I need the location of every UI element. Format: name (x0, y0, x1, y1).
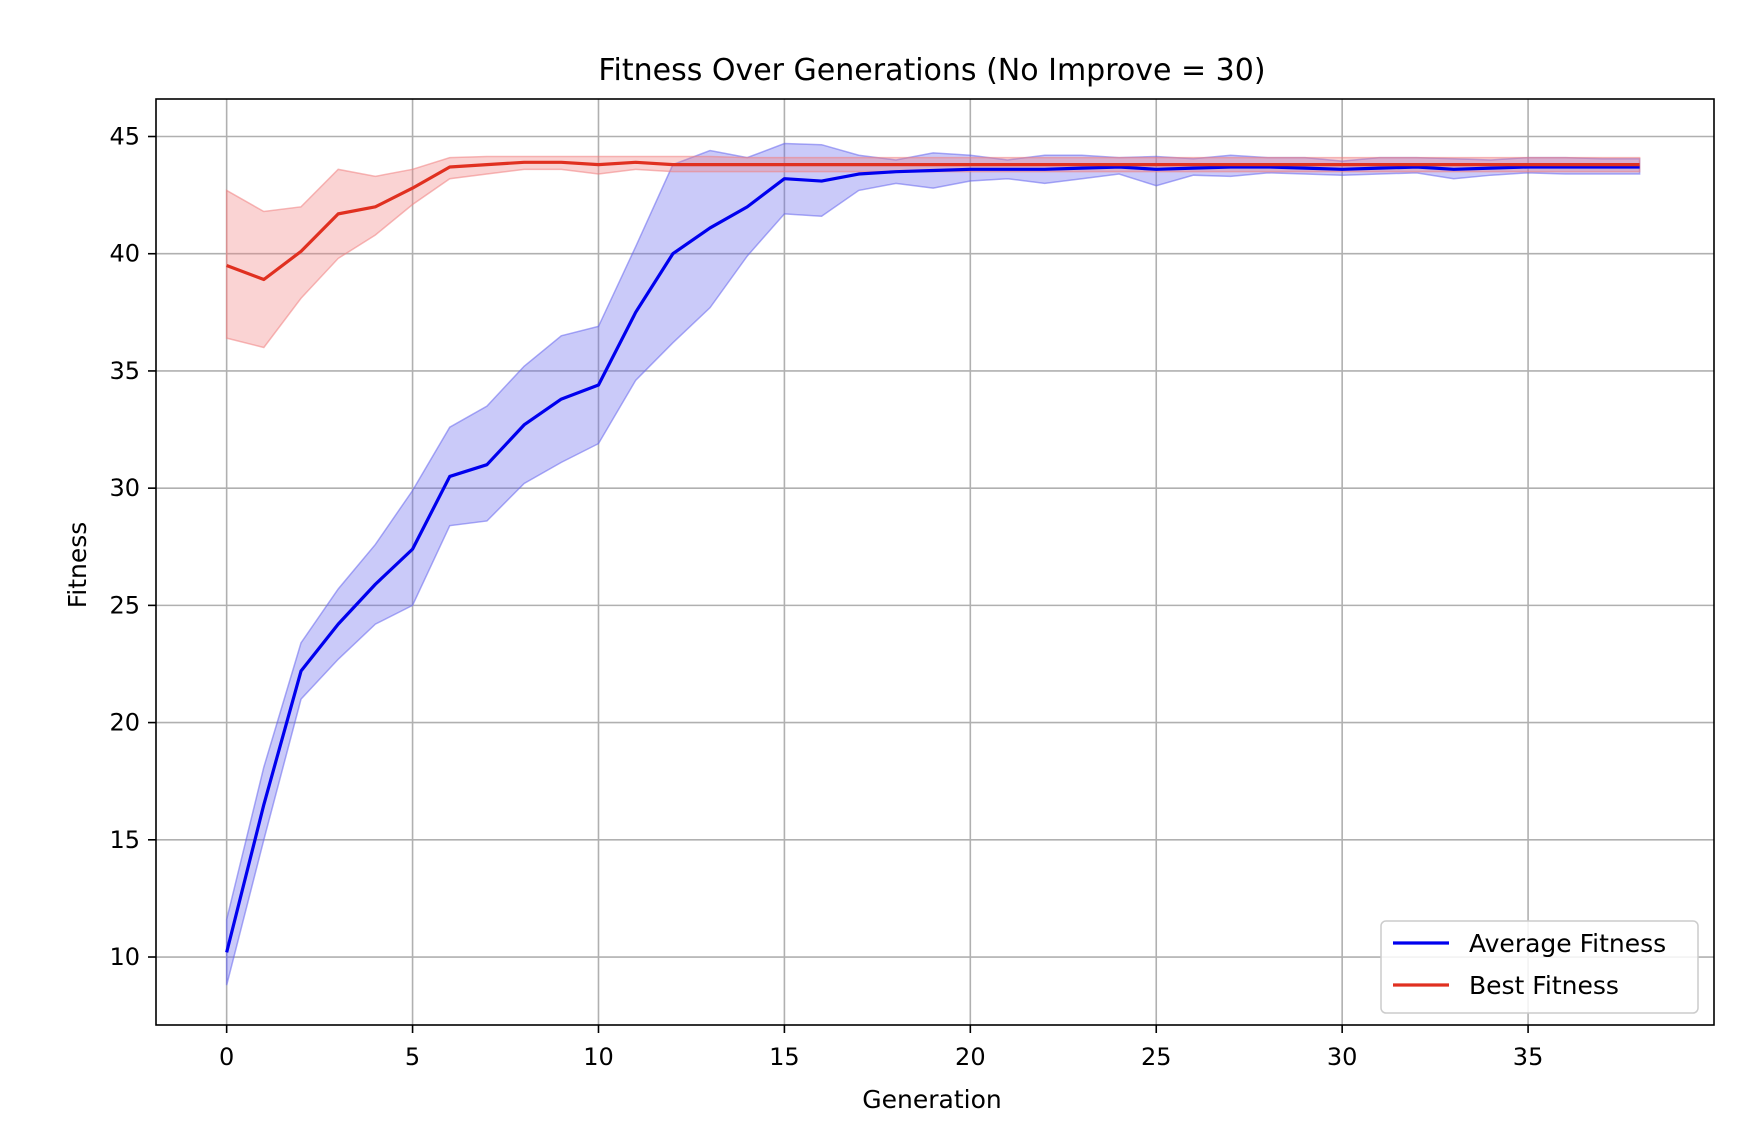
grid-lines (156, 99, 1714, 1025)
x-tick-label: 35 (1513, 1043, 1544, 1071)
confidence-bands (225, 142, 1641, 986)
plot-area-frame (155, 98, 1715, 1026)
average-fitness-band (225, 142, 1641, 986)
y-tick-label: 15 (109, 826, 140, 854)
x-tick-label: 25 (1141, 1043, 1172, 1071)
x-tick-label: 10 (583, 1043, 614, 1071)
x-tick-label: 0 (219, 1043, 234, 1071)
series-lines (225, 160, 1640, 953)
best-fitness-line (226, 160, 1640, 282)
average-fitness-line (225, 165, 1640, 953)
y-tick-label: 10 (109, 943, 140, 971)
x-tick-label: 15 (769, 1043, 800, 1071)
y-tick-label: 35 (109, 357, 140, 385)
y-tick-label: 45 (109, 123, 140, 151)
chart-title: Fitness Over Generations (No Improve = 3… (598, 53, 1265, 88)
legend-label-best-fitness: Best Fitness (1469, 971, 1619, 1000)
y-tick-label: 25 (109, 591, 140, 619)
y-tick-label: 20 (109, 709, 140, 737)
legend: Average Fitness Best Fitness (1380, 920, 1699, 1014)
x-tick-label: 5 (405, 1043, 420, 1071)
best-fitness-band (225, 155, 1641, 349)
axis-ticks: 0 5 10 15 20 25 30 35 10 15 20 25 30 35 40 45 (109, 123, 1543, 1071)
y-tick-label: 40 (109, 240, 140, 268)
x-tick-label: 30 (1327, 1043, 1358, 1071)
x-axis-label: Generation (862, 1085, 1001, 1114)
y-tick-label: 30 (109, 474, 140, 502)
legend-box (1380, 920, 1699, 1014)
legend-label-average-fitness: Average Fitness (1469, 929, 1666, 958)
x-tick-label: 20 (955, 1043, 986, 1071)
y-axis-label: Fitness (63, 522, 92, 609)
